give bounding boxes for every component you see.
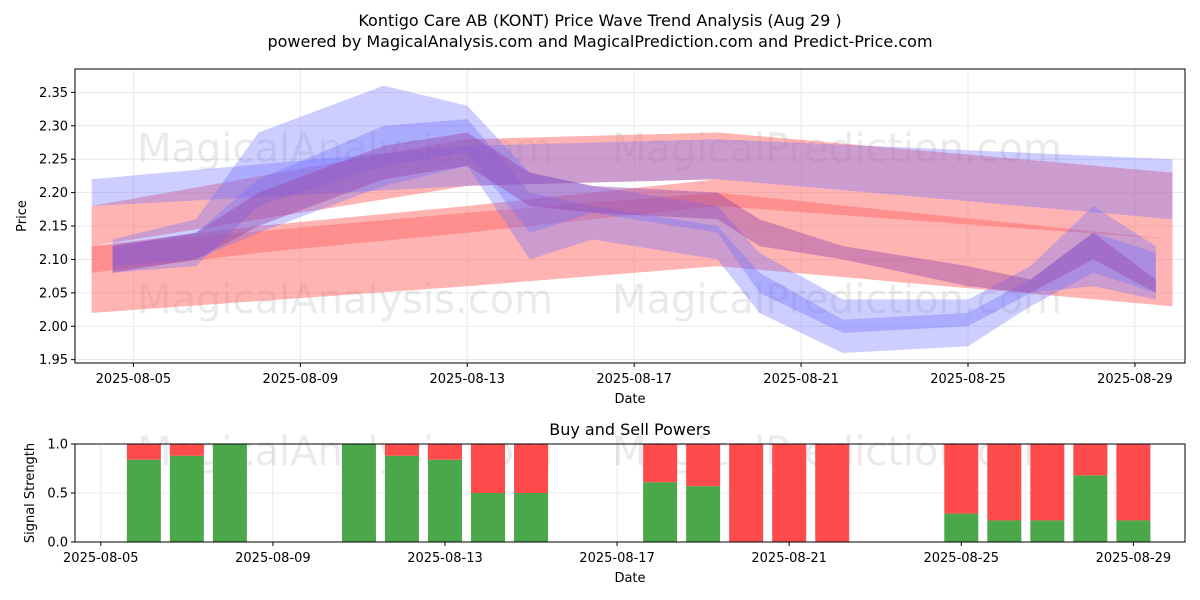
price-y-tick-label: 2.30 [39,119,68,134]
sell-bar [514,444,549,493]
sell-bar [944,444,979,514]
buy-bar [1116,520,1151,542]
price-panel: MagicalAnalysis.com MagicalPrediction.co… [15,68,1186,407]
sell-bar [987,444,1022,521]
sell-bar [772,444,807,542]
power-title: Buy and Sell Powers [549,420,711,439]
buy-bar [643,482,678,542]
price-band-blue [112,119,1156,353]
price-x-label: Date [614,392,645,407]
price-y-tick-label: 1.95 [39,353,68,368]
sell-bar [1030,444,1065,521]
sell-bar [815,444,850,542]
sell-bar [1073,444,1108,476]
buy-bar [944,513,979,542]
sell-bar [428,444,462,460]
sell-bar [643,444,678,483]
power-x-tick-label: 2025-08-09 [235,551,311,566]
buy-bar [169,455,204,542]
power-ticks: 0.0 0.5 1.0 2025-08-05 2025-08-09 2025-08-13 2… [47,438,1171,567]
price-axes-frame [74,68,1186,364]
sell-bar [1116,444,1151,521]
buy-bar [1073,475,1108,542]
buy-bar [212,444,247,542]
power-x-tick-label: 2025-08-25 [923,551,999,566]
chart-title: Kontigo Care AB (KONT) Price Wave Trend … [358,11,841,30]
buy-bar [341,444,376,542]
power-x-tick-label: 2025-08-05 [63,551,139,566]
price-y-label: Price [15,200,30,232]
price-band-red [91,179,1173,273]
sell-bar [471,444,506,493]
power-x-tick-label: 2025-08-13 [407,551,483,566]
sell-bar [126,444,161,460]
price-x-tick-label: 2025-08-29 [1097,372,1173,387]
price-y-tick-label: 2.15 [39,220,68,235]
price-y-tick-label: 2.20 [39,186,68,201]
power-x-label: Date [614,571,645,586]
price-y-tick-label: 2.05 [39,286,68,301]
price-y-tick-label: 2.25 [39,153,68,168]
buy-bar [126,459,161,542]
price-x-tick-label: 2025-08-05 [96,372,172,387]
power-y-tick-label: 0.5 [47,487,68,502]
price-band-red [91,132,1173,247]
price-band-purple [112,132,1156,293]
price-y-tick-label: 2.00 [39,320,68,335]
price-band-blue [112,85,1156,333]
power-y-label: Signal Strength [23,443,38,543]
power-x-tick-label: 2025-08-29 [1096,551,1172,566]
power-y-tick-label: 1.0 [47,438,68,453]
sell-bar [384,444,419,456]
buy-bar [1030,520,1065,542]
buy-bar [384,455,419,542]
price-ticks: 1.95 2.00 2.05 2.10 2.15 2.20 2.25 2.30 2.35 2025… [39,86,1173,387]
buy-bar [686,486,721,542]
price-x-tick-label: 2025-08-21 [763,372,839,387]
power-bars [126,444,1151,542]
buy-bar [987,520,1022,542]
buy-bar [428,459,462,542]
price-y-tick-label: 2.10 [39,253,68,268]
sell-bar [686,444,721,487]
price-x-tick-label: 2025-08-09 [263,372,339,387]
price-band-blue [91,139,1173,220]
price-y-tick-label: 2.35 [39,86,68,101]
buy-bar [514,493,549,542]
power-x-tick-label: 2025-08-21 [751,551,827,566]
chart-subtitle: powered by MagicalAnalysis.com and Magic… [267,32,932,51]
buy-bar [471,493,506,542]
power-panel: Buy and Sell Powers MagicalAnalysis.com … [23,420,1186,586]
price-x-tick-label: 2025-08-13 [429,372,505,387]
power-x-tick-label: 2025-08-17 [579,551,655,566]
sell-bar [729,444,764,542]
price-bands [91,85,1173,353]
price-x-tick-label: 2025-08-17 [596,372,672,387]
price-x-tick-label: 2025-08-25 [930,372,1006,387]
power-y-tick-label: 0.0 [47,536,68,551]
sell-bar [169,444,204,456]
